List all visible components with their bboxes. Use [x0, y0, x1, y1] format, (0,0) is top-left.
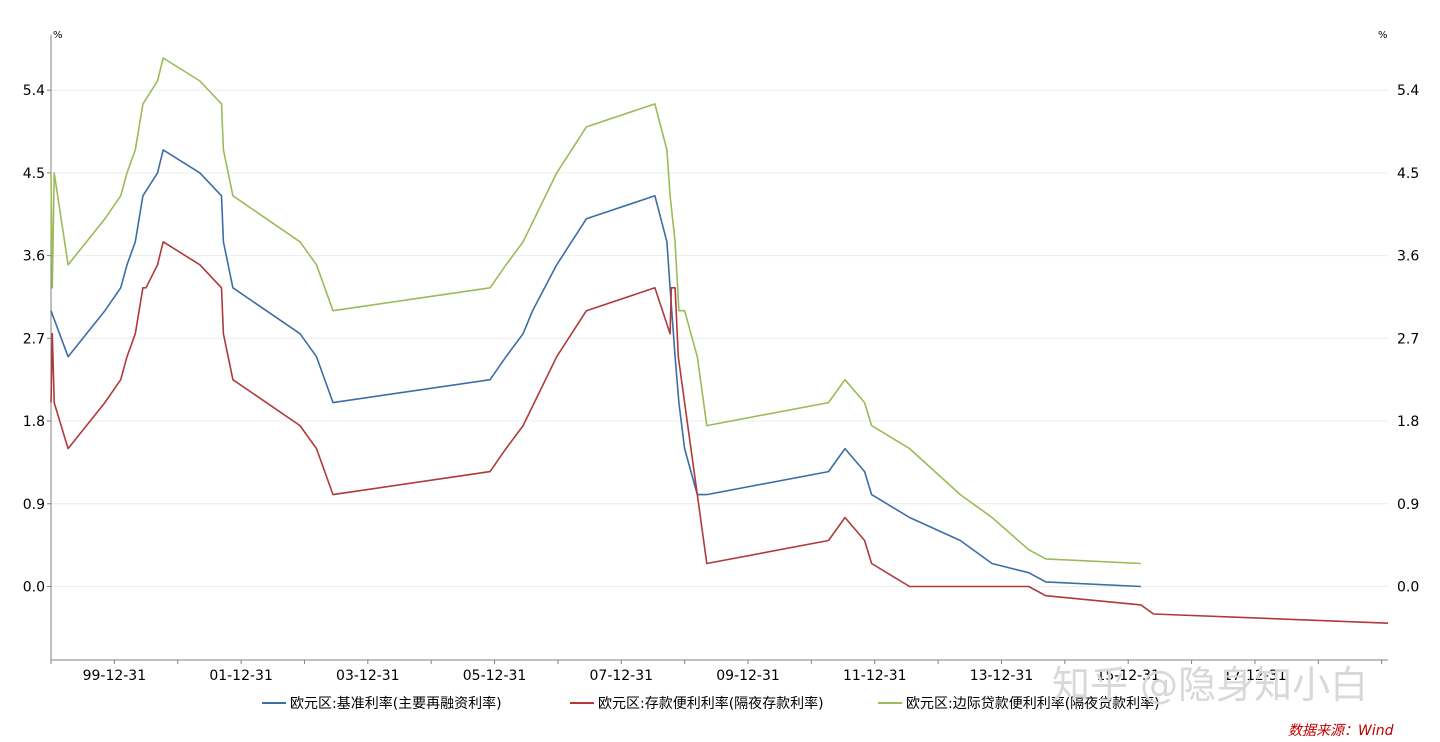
series-line-1: [50, 149, 1141, 588]
y-unit-right: %: [1378, 30, 1388, 41]
source-note: 数据来源：Wind: [1288, 723, 1394, 739]
series-1: [50, 149, 1141, 588]
x-tick-label: 11-12-31: [843, 668, 907, 684]
y-tick-label-left: 3.6: [23, 249, 45, 265]
series-lines: [50, 57, 1389, 624]
y-tick-label-right: 0.0: [1397, 579, 1419, 595]
y-tick-label-left: 2.7: [23, 331, 45, 347]
y-ticks-right: 0.0 0.9 1.8 2.7 3.6 4.5 5.4: [1397, 83, 1419, 595]
legend-label: 欧元区:边际贷款便利利率(隔夜贷款利率): [906, 695, 1160, 712]
y-unit-left: %: [53, 30, 63, 41]
x-tick-label: 05-12-31: [463, 668, 527, 684]
y-tick-label-right: 3.6: [1397, 249, 1419, 265]
y-tick-label-right: 2.7: [1397, 331, 1419, 347]
x-tick-label: 07-12-31: [590, 668, 654, 684]
series-3: [50, 57, 1141, 565]
axes: % %: [50, 30, 1388, 661]
grid-lines: [51, 89, 1388, 587]
x-tick-label: 13-12-31: [970, 668, 1034, 684]
x-tick-label: 01-12-31: [209, 668, 273, 684]
legend-label: 欧元区:基准利率(主要再融资利率): [290, 695, 502, 712]
series-line-2: [50, 241, 1389, 624]
y-tick-label-right: 4.5: [1397, 166, 1419, 182]
y-tick-label-left: 0.9: [23, 497, 45, 513]
series-line-3: [50, 57, 1141, 565]
y-tick-label-left: 0.0: [23, 579, 45, 595]
x-tick-label: 99-12-31: [83, 668, 147, 684]
y-tick-label-right: 1.8: [1397, 414, 1419, 430]
x-ticks: 99-12-31 01-12-31 03-12-31 05-12-31 07-12-31…: [50, 660, 1383, 684]
y-tick-label-left: 1.8: [23, 414, 45, 430]
y-tick-label-right: 0.9: [1397, 497, 1419, 513]
x-tick-label: 03-12-31: [336, 668, 400, 684]
y-tick-label-left: 5.4: [23, 83, 45, 99]
x-tick-label: 17-12-31: [1223, 668, 1287, 684]
legend: 欧元区:基准利率(主要再融资利率) 欧元区:存款便利利率(隔夜存款利率) 欧元区:边…: [262, 695, 1160, 712]
x-tick-label: 09-12-31: [716, 668, 780, 684]
x-tick-label: 15-12-31: [1096, 668, 1160, 684]
legend-label: 欧元区:存款便利利率(隔夜存款利率): [598, 695, 824, 712]
watermark: 知乎 @隐身知小白: [1052, 663, 1368, 707]
y-tick-label-left: 4.5: [23, 166, 45, 182]
y-ticks-left: 0.0 0.9 1.8 2.7 3.6 4.5 5.4: [23, 83, 51, 595]
series-2: [50, 241, 1389, 624]
y-tick-label-right: 5.4: [1397, 83, 1419, 99]
